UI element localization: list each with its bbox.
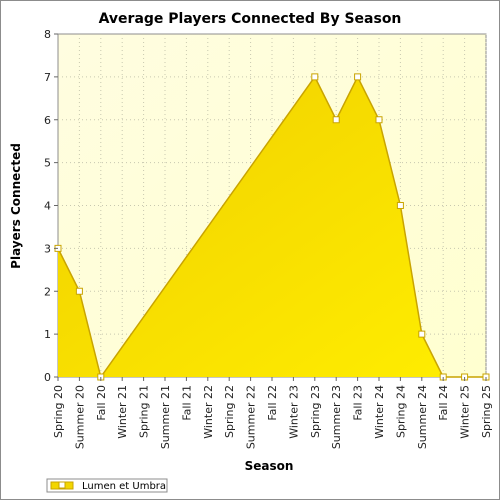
x-axis-label: Season [245, 459, 294, 473]
x-tick-label: Winter 24 [373, 385, 386, 439]
x-tick-label: Summer 23 [330, 385, 343, 449]
area-series-layer [57, 75, 486, 379]
data-point [332, 116, 340, 124]
y-tick-label: 6 [44, 114, 51, 127]
x-tick-label: Fall 21 [180, 385, 193, 421]
x-tick-label: Spring 22 [223, 385, 236, 438]
x-tick-label: Summer 21 [159, 385, 172, 449]
y-tick-label: 3 [44, 242, 51, 255]
data-point [418, 330, 426, 338]
y-axis: 0 1 2 3 4 5 6 7 8 [44, 28, 58, 384]
series-line [57, 75, 486, 379]
x-tick-label: Fall 23 [352, 385, 365, 421]
y-tick-label: 0 [44, 371, 51, 384]
data-point [375, 116, 383, 124]
legend-entry-label: Lumen et Umbra [82, 481, 166, 492]
x-tick-label: Summer 20 [73, 385, 86, 449]
legend: Lumen et Umbra [46, 478, 168, 493]
y-tick-label: 5 [44, 157, 51, 170]
chart-title: Average Players Connected By Season [99, 11, 402, 27]
x-tick-label: Winter 21 [116, 385, 129, 439]
x-tick-label: Spring 25 [480, 385, 493, 438]
y-axis-label: Players Connected [9, 143, 23, 269]
series-area-fill [58, 76, 486, 377]
x-tick-label: Spring 24 [394, 385, 407, 438]
x-tick-label: Spring 21 [138, 385, 151, 438]
data-point [396, 202, 404, 209]
x-tick-label: Fall 22 [266, 385, 279, 421]
data-point [311, 73, 319, 81]
y-tick-label: 1 [44, 328, 51, 341]
y-tick-label: 7 [44, 71, 51, 84]
x-tick-label: Winter 23 [287, 385, 300, 439]
x-axis: Spring 20 Summer 20 Fall 20 Winter 21 Spring… [52, 377, 493, 449]
x-tick-label: Spring 23 [309, 385, 322, 438]
x-tick-label: Winter 25 [459, 385, 472, 439]
x-tick-label: Spring 20 [52, 385, 65, 438]
y-tick-label: 4 [44, 200, 51, 213]
data-point [354, 73, 362, 81]
x-tick-label: Fall 20 [95, 385, 108, 421]
legend-box [46, 478, 168, 493]
y-tick-label: 2 [44, 285, 51, 298]
x-tick-label: Summer 22 [245, 385, 258, 449]
data-point [75, 287, 83, 295]
x-tick-label: Summer 24 [416, 385, 429, 449]
y-tick-label: 8 [44, 28, 51, 41]
x-tick-label: Fall 24 [437, 385, 450, 421]
x-tick-label: Winter 22 [202, 385, 215, 439]
legend-marker-icon [58, 481, 66, 489]
